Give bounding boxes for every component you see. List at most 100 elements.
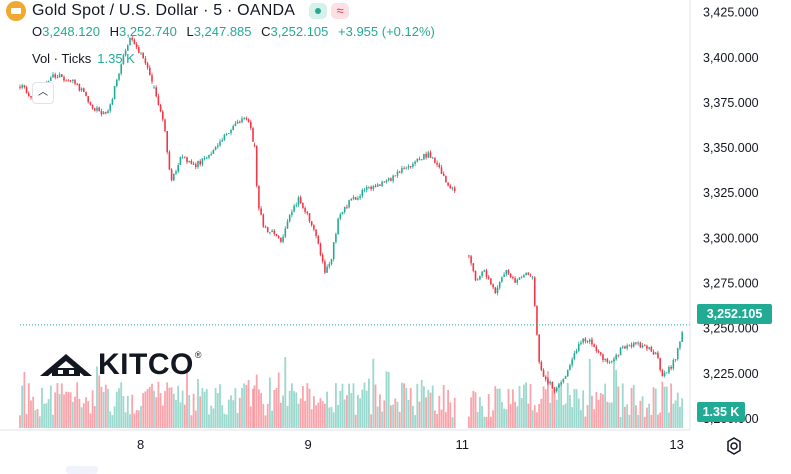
volume-bar xyxy=(540,398,543,428)
candle-body xyxy=(553,388,556,392)
volume-bar xyxy=(212,408,215,428)
candle-body xyxy=(21,85,23,88)
bottom-toolbar-stub[interactable] xyxy=(66,466,98,474)
volume-bar xyxy=(135,409,138,428)
price-tick-label: 3,425.000 xyxy=(703,6,759,20)
candle-body xyxy=(643,345,646,347)
candle-body xyxy=(542,370,545,377)
volume-bar xyxy=(91,390,94,428)
volume-bar xyxy=(214,388,217,428)
volume-bar xyxy=(547,371,549,428)
candle-body xyxy=(525,272,527,276)
candle-body xyxy=(288,215,291,222)
candle-body xyxy=(412,163,414,167)
volume-bar xyxy=(181,390,184,428)
volume-bar xyxy=(297,403,300,428)
candle-body xyxy=(429,152,432,158)
volume-bar xyxy=(159,393,162,428)
volume-bar xyxy=(151,383,153,428)
volume-bar xyxy=(166,382,169,428)
candle-body xyxy=(166,131,168,153)
candle-body xyxy=(538,334,540,362)
candle-body xyxy=(520,277,523,279)
candle-body xyxy=(239,121,241,123)
volume-bar xyxy=(569,394,571,428)
candle-body xyxy=(650,347,653,352)
candle-body xyxy=(85,91,87,97)
volume-bar xyxy=(434,410,436,428)
volume-bar xyxy=(672,403,675,428)
volume-bar xyxy=(628,414,631,428)
candle-body xyxy=(619,347,622,356)
volume-bar xyxy=(619,417,622,428)
volume-bar xyxy=(183,404,186,428)
candle-body xyxy=(376,184,379,187)
volume-bar xyxy=(401,382,403,428)
market-open-status-icon[interactable] xyxy=(309,3,328,19)
candle-body xyxy=(562,378,565,383)
candle-body xyxy=(383,181,386,183)
time-axis[interactable]: 8 9 11 13 xyxy=(0,429,690,452)
data-problem-icon[interactable]: ≈ xyxy=(331,3,350,19)
candle-body xyxy=(481,271,483,276)
volume-bar xyxy=(118,388,120,428)
candle-body xyxy=(641,345,644,348)
price-axis[interactable]: 3,425.000 3,400.000 3,375.000 3,350.000 3,32… xyxy=(689,0,759,430)
volume-bar xyxy=(249,406,252,428)
volume-bar xyxy=(252,388,254,428)
candle-body xyxy=(223,134,226,141)
volume-bar xyxy=(365,390,368,428)
candle-body xyxy=(335,234,337,243)
volume-bar xyxy=(472,390,475,428)
candle-body xyxy=(434,157,436,163)
volume-bar xyxy=(319,398,322,428)
candle-body xyxy=(509,273,512,277)
volume-bar xyxy=(474,392,477,428)
volume-bar xyxy=(654,388,657,428)
candle-body xyxy=(485,270,488,277)
candle-body xyxy=(523,275,525,278)
volume-bar xyxy=(470,397,472,428)
candle-body xyxy=(593,344,595,347)
candle-body xyxy=(359,196,361,199)
volume-bar xyxy=(172,393,175,428)
candle-body xyxy=(65,80,67,82)
candle-body xyxy=(560,382,562,385)
volume-bar xyxy=(343,399,346,428)
volume-bar xyxy=(216,393,219,428)
volume-bar xyxy=(403,383,405,428)
candle-body xyxy=(396,171,399,176)
candle-body xyxy=(468,255,470,257)
volume-bar xyxy=(635,405,637,428)
candle-body xyxy=(483,270,486,272)
candle-body xyxy=(30,95,32,98)
settings-gear-icon[interactable] xyxy=(724,436,744,456)
candle-body xyxy=(379,184,381,186)
candle-body xyxy=(451,187,454,189)
volume-bar xyxy=(43,403,46,428)
volume-bar xyxy=(27,383,30,428)
volume-bar xyxy=(36,408,39,428)
volume-bar xyxy=(348,383,350,428)
candle-body xyxy=(346,206,348,208)
candle-body xyxy=(512,276,514,279)
time-tick-label: 9 xyxy=(304,437,311,452)
collapse-legend-button[interactable]: ︿ xyxy=(32,82,54,104)
gold-coin-icon[interactable] xyxy=(6,1,26,21)
volume-bar xyxy=(429,392,432,428)
candle-body xyxy=(573,353,576,360)
candle-body xyxy=(197,161,199,168)
candle-body xyxy=(613,359,615,362)
candle-body xyxy=(591,339,593,345)
last-price-label: 3,252.105 xyxy=(697,304,772,324)
volume-bar xyxy=(481,405,483,428)
volume-bar xyxy=(38,416,41,428)
candle-body xyxy=(255,145,258,186)
candle-body xyxy=(438,164,441,168)
chevron-up-icon: ︿ xyxy=(38,87,48,98)
candles[interactable] xyxy=(19,35,683,394)
volume-bar xyxy=(273,389,276,428)
volume-bar xyxy=(501,401,503,428)
candle-body xyxy=(494,287,497,294)
